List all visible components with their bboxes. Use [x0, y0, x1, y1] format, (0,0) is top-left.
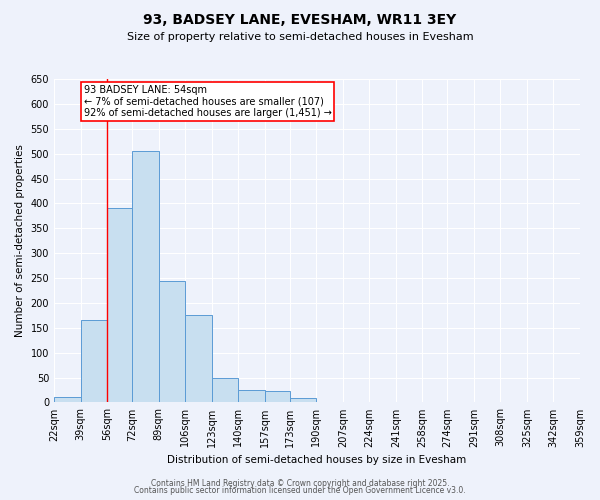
Bar — [132, 151, 158, 403]
Bar — [107, 208, 132, 402]
Text: Contains HM Land Registry data © Crown copyright and database right 2025.: Contains HM Land Registry data © Crown c… — [151, 478, 449, 488]
X-axis label: Distribution of semi-detached houses by size in Evesham: Distribution of semi-detached houses by … — [167, 455, 467, 465]
Bar — [185, 316, 212, 402]
Text: Size of property relative to semi-detached houses in Evesham: Size of property relative to semi-detach… — [127, 32, 473, 42]
Bar — [158, 280, 185, 402]
Bar — [54, 398, 80, 402]
Bar — [80, 320, 107, 402]
Y-axis label: Number of semi-detached properties: Number of semi-detached properties — [15, 144, 25, 337]
Text: 93, BADSEY LANE, EVESHAM, WR11 3EY: 93, BADSEY LANE, EVESHAM, WR11 3EY — [143, 12, 457, 26]
Bar — [238, 390, 265, 402]
Bar — [212, 378, 238, 402]
Text: Contains public sector information licensed under the Open Government Licence v3: Contains public sector information licen… — [134, 486, 466, 495]
Bar — [265, 392, 290, 402]
Bar — [290, 398, 316, 402]
Text: 93 BADSEY LANE: 54sqm
← 7% of semi-detached houses are smaller (107)
92% of semi: 93 BADSEY LANE: 54sqm ← 7% of semi-detac… — [83, 85, 332, 118]
